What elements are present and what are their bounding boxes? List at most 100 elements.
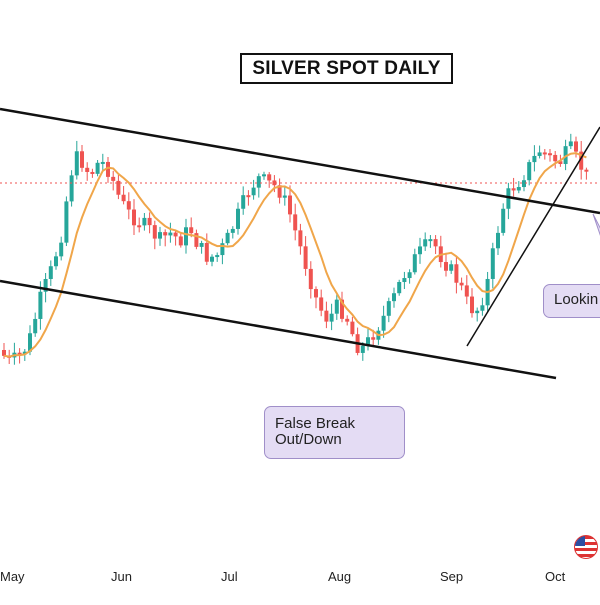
lower-channel-line [0, 279, 557, 380]
candle-body [90, 171, 95, 174]
candle-body [132, 209, 136, 226]
candle-body [412, 254, 417, 273]
upper-channel-line [0, 107, 600, 215]
candle-body [220, 243, 225, 256]
candle-body [262, 174, 266, 177]
candle-body [527, 162, 532, 181]
candle-body [402, 278, 407, 283]
candle-body [246, 195, 251, 198]
candle-body [303, 246, 308, 269]
candle-body [277, 185, 282, 198]
candle-body [199, 242, 204, 247]
x-tick-jun: Jun [111, 569, 132, 584]
candle-body [210, 256, 214, 262]
candle-body [178, 236, 183, 246]
candle-body [116, 180, 121, 195]
candle-body [293, 214, 298, 231]
candle-body [480, 305, 485, 311]
candle-body [496, 232, 500, 249]
candle-body [444, 262, 448, 271]
candle-body [584, 169, 589, 172]
rising-support-line [466, 126, 600, 347]
candle-body [69, 175, 74, 202]
candle-body [345, 318, 350, 322]
candle-body [579, 151, 584, 170]
candle-body [459, 282, 464, 286]
candle-body [137, 225, 142, 228]
candle-body [553, 154, 558, 162]
candle-body [392, 293, 396, 302]
candle-body [100, 161, 105, 164]
candle-body [386, 301, 391, 316]
candle-body [516, 187, 521, 191]
candle-body [173, 232, 178, 237]
candle-body [236, 208, 240, 229]
looking-text: Lookin [554, 291, 599, 308]
candle-body [43, 278, 48, 292]
candle-body [381, 315, 386, 331]
candle-body [558, 161, 563, 165]
candle-body [22, 351, 27, 355]
candle-body [542, 152, 547, 155]
candle-body [433, 239, 438, 247]
candle-body [360, 345, 365, 353]
candle-body [464, 285, 469, 297]
candle-body [48, 266, 53, 279]
candles-group [2, 133, 589, 365]
us-flag-icon [574, 535, 598, 559]
candle-body [28, 333, 32, 352]
candle-body [470, 296, 474, 314]
candle-body [314, 289, 318, 298]
candle-body [288, 195, 292, 215]
candle-body [59, 242, 64, 257]
candle-body [397, 282, 402, 294]
candle-body [340, 299, 344, 319]
candle-body [147, 217, 152, 226]
candle-body [407, 272, 412, 279]
candle-body [532, 155, 537, 163]
candle-body [17, 352, 22, 355]
candle-body [475, 310, 480, 314]
candle-body [548, 153, 552, 156]
candle-body [251, 187, 256, 196]
candle-body [184, 227, 188, 246]
looking-callout: Lookin [543, 284, 600, 318]
candle-body [215, 255, 220, 258]
candle-body [350, 321, 355, 335]
candle-body [64, 201, 69, 243]
x-tick-jul: Jul [221, 569, 238, 584]
candle-body [366, 337, 370, 346]
candle-body [189, 227, 194, 234]
candle-body [85, 167, 90, 172]
candle-body [449, 264, 454, 271]
candle-body [33, 318, 38, 334]
candle-body [38, 291, 43, 319]
candle-body [142, 217, 147, 226]
candle-body [121, 194, 126, 202]
candle-body [204, 242, 209, 262]
candle-body [501, 208, 506, 233]
candle-body [194, 233, 199, 247]
candle-body [163, 232, 168, 236]
candle-body [506, 188, 511, 209]
candle-body [334, 299, 339, 314]
candle-body [511, 188, 516, 191]
candle-body [454, 264, 459, 283]
candle-body [329, 313, 334, 322]
candle-body [168, 232, 173, 236]
x-tick-aug: Aug [328, 569, 352, 584]
candle-body [126, 201, 131, 210]
candle-body [282, 195, 287, 198]
candle-body [106, 161, 110, 177]
candle-body [490, 248, 495, 279]
candle-body [272, 180, 277, 186]
chart-title: SILVER SPOT DAILY [240, 53, 453, 84]
x-tick-may: May [0, 569, 25, 584]
candle-body [241, 195, 246, 209]
candle-body [267, 174, 272, 181]
candle-body [563, 146, 568, 165]
callout-pointer [592, 213, 600, 236]
candle-body [522, 180, 526, 188]
